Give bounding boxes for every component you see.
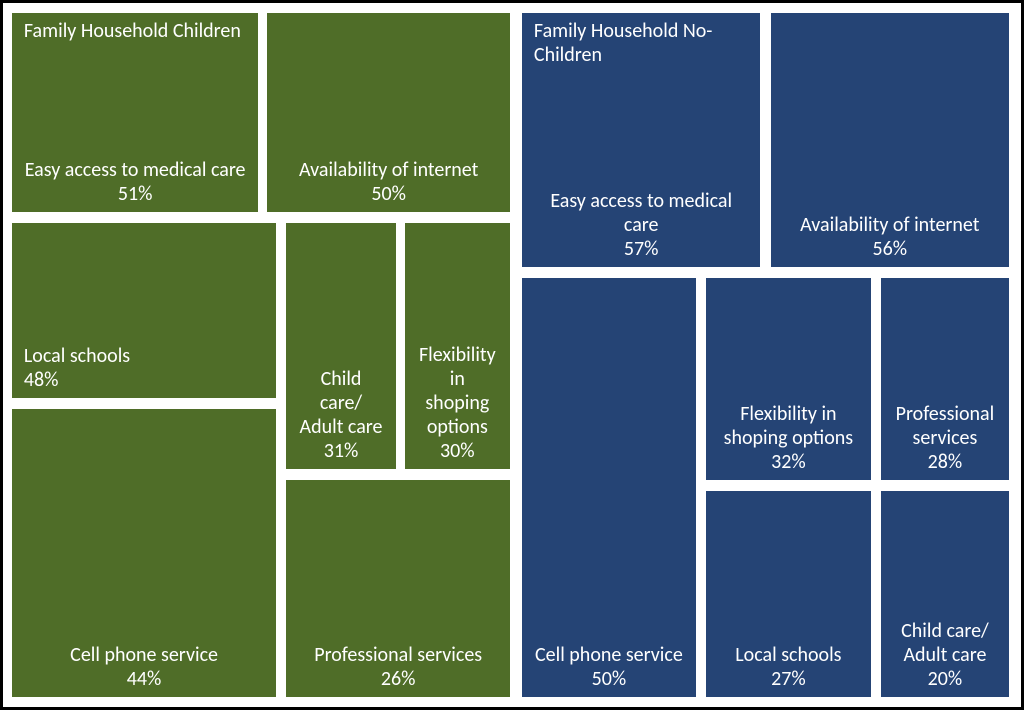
cell-value: 30% bbox=[417, 439, 498, 463]
cell-nochildren-prof: Professional services28% bbox=[878, 275, 1012, 483]
cell-value: 50% bbox=[534, 667, 684, 691]
cell-label: Flexibility in shoping options bbox=[718, 402, 859, 450]
cell-nochildren-childcare: Child care/ Adult care20% bbox=[878, 488, 1012, 700]
cell-nochildren-schools: Local schools27% bbox=[703, 488, 874, 700]
cell-value: 56% bbox=[783, 237, 998, 261]
group-header-children: Family Household Children bbox=[24, 19, 241, 43]
cell-children-childcare: Child care/ Adult care31% bbox=[283, 220, 398, 472]
cell-value: 51% bbox=[24, 182, 246, 206]
cell-label: Professional services bbox=[893, 402, 997, 450]
cell-nochildren-internet: Availability of internet56% bbox=[768, 10, 1013, 270]
cell-value: 50% bbox=[279, 182, 497, 206]
cell-value: 20% bbox=[893, 667, 997, 691]
cell-children-schools: Local schools48% bbox=[9, 220, 279, 400]
cell-value: 31% bbox=[298, 439, 383, 463]
cell-label: Availability of internet bbox=[279, 158, 497, 182]
cell-label: Cell phone service bbox=[24, 643, 264, 667]
cell-label: Child care/ Adult care bbox=[893, 619, 997, 667]
cell-nochildren-cell: Cell phone service50% bbox=[519, 275, 699, 700]
cell-label: Local schools bbox=[24, 344, 264, 368]
cell-label: Professional services bbox=[298, 643, 498, 667]
cell-label: Flexibility in shoping options bbox=[417, 343, 498, 439]
cell-value: 27% bbox=[718, 667, 859, 691]
cell-nochildren-flex: Flexibility in shoping options32% bbox=[703, 275, 874, 483]
cell-value: 26% bbox=[298, 667, 498, 691]
cell-label: Easy access to medical care bbox=[534, 189, 749, 237]
cell-nochildren-medical: Family Household No-Children Easy access … bbox=[519, 10, 764, 270]
cell-value: 44% bbox=[24, 667, 264, 691]
cell-children-prof: Professional services26% bbox=[283, 477, 513, 700]
cell-label: Local schools bbox=[718, 643, 859, 667]
group-header-nochildren: Family Household No-Children bbox=[534, 19, 749, 67]
cell-children-flex: Flexibility in shoping options30% bbox=[402, 220, 513, 472]
cell-label: Child care/ Adult care bbox=[298, 367, 383, 439]
cell-children-internet: Availability of internet50% bbox=[264, 10, 512, 215]
cell-children-medical: Family Household Children Easy access to … bbox=[9, 10, 261, 215]
cell-label: Cell phone service bbox=[534, 643, 684, 667]
cell-value: 48% bbox=[24, 368, 264, 392]
treemap-chart: Family Household Children Easy access to … bbox=[0, 0, 1024, 710]
cell-children-cell: Cell phone service44% bbox=[9, 406, 279, 700]
cell-value: 32% bbox=[718, 450, 859, 474]
cell-value: 28% bbox=[893, 450, 997, 474]
cell-value: 57% bbox=[534, 237, 749, 261]
cell-label: Easy access to medical care bbox=[24, 158, 246, 182]
cell-label: Availability of internet bbox=[783, 213, 998, 237]
